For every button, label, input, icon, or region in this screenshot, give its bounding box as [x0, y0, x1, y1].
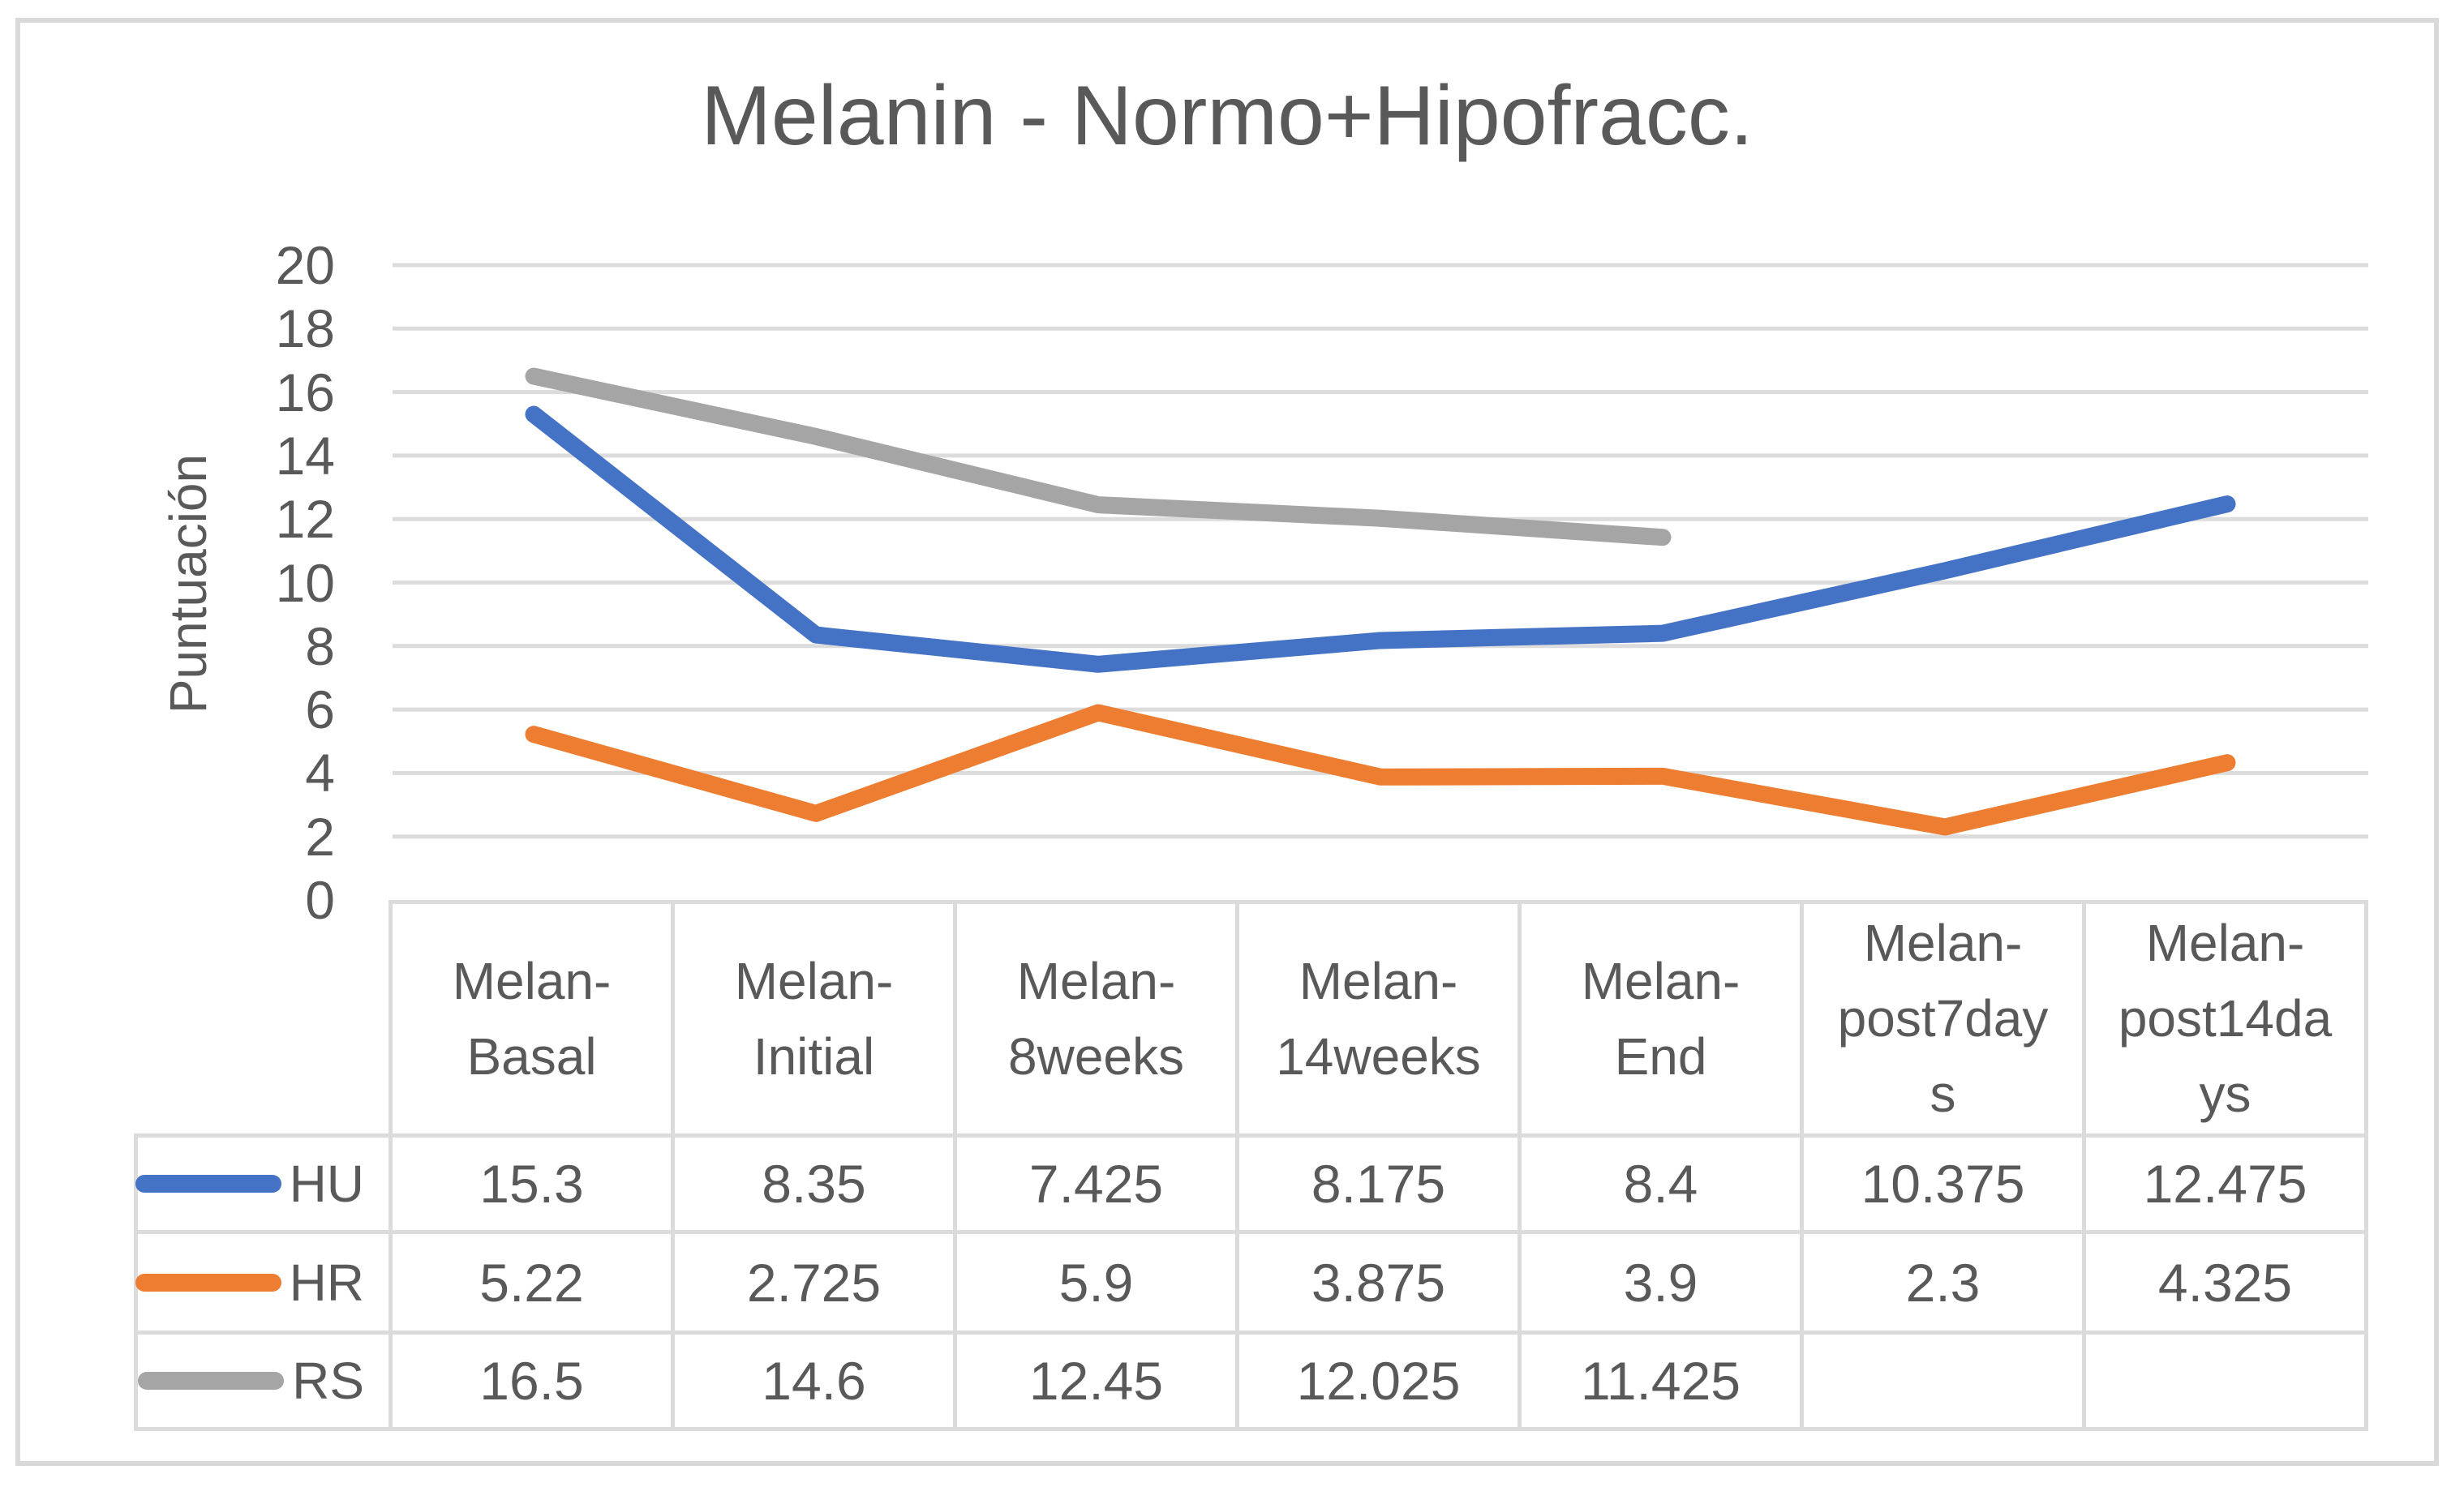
table-cell: 8.4 [1522, 1138, 1804, 1234]
y-tick-label: 12 [275, 489, 335, 550]
table-cell [2086, 1335, 2368, 1431]
table-header-cell: Melan- Basal [393, 900, 675, 1138]
table-header-cell: Melan- 14weeks [1239, 900, 1522, 1138]
legend-key-RS: RS [134, 1335, 393, 1431]
table-header-line: 8weeks [1008, 1026, 1184, 1086]
data-table: Melan- Basal Melan- Initial Melan- 8weeks Mela… [134, 900, 2368, 1431]
legend-label: HR [289, 1253, 364, 1312]
table-cell: 12.45 [957, 1335, 1239, 1431]
table-header-line: post14da [2118, 989, 2333, 1048]
legend-swatch-hu-icon [135, 1175, 281, 1193]
figure-border [15, 18, 2439, 1466]
table-header-line: ys [2199, 1064, 2252, 1123]
table-header-line: Melan- [734, 951, 894, 1010]
table-header-line: Melan- [1016, 951, 1176, 1010]
table-header-line: Melan- [452, 951, 612, 1010]
table-cell: 16.5 [393, 1335, 675, 1431]
table-header-line: 14weeks [1276, 1026, 1481, 1086]
chart-title: Melanin - Normo+Hipofracc. [701, 69, 1754, 163]
table-cell: 8.35 [675, 1138, 957, 1234]
table-corner-cell [134, 900, 393, 1138]
y-tick-label: 8 [305, 615, 335, 676]
table-cell: 12.475 [2086, 1138, 2368, 1234]
table-cell [1804, 1335, 2086, 1431]
table-header-line: s [1930, 1064, 1956, 1123]
table-header-line: post7day [1837, 989, 2049, 1048]
table-cell: 3.875 [1239, 1234, 1522, 1335]
table-header-cell: Melan- End [1522, 900, 1804, 1138]
legend-label: HU [289, 1155, 364, 1213]
y-tick-label: 0 [305, 870, 335, 930]
legend-swatch-hr-icon [135, 1273, 281, 1292]
table-header-line: Melan- [1863, 914, 2023, 973]
table-header-cell: Melan- Initial [675, 900, 957, 1138]
y-tick-label: 4 [305, 743, 335, 803]
y-tick-label: 20 [275, 235, 335, 295]
table-header-cell: Melan-post7day s [1804, 900, 2086, 1138]
legend-key-HU: HU [134, 1138, 393, 1234]
legend-label: RS [292, 1352, 364, 1410]
table-cell: 5.9 [957, 1234, 1239, 1335]
table-cell: 14.6 [675, 1335, 957, 1431]
table-cell: 5.22 [393, 1234, 675, 1335]
table-header-line: Melan- [1299, 951, 1458, 1010]
y-tick-label: 10 [275, 552, 335, 613]
table-cell: 8.175 [1239, 1138, 1522, 1234]
legend-swatch-rs-icon [138, 1372, 285, 1390]
table-cell: 7.425 [957, 1138, 1239, 1234]
y-tick-label: 18 [275, 298, 335, 359]
table-cell: 11.425 [1522, 1335, 1804, 1431]
table-header-cell: Melan- 8weeks [957, 900, 1239, 1138]
y-tick-label: 2 [305, 806, 335, 867]
y-tick-label: 16 [275, 362, 335, 422]
table-cell: 2.725 [675, 1234, 957, 1335]
table-cell: 15.3 [393, 1138, 675, 1234]
table-cell: 10.375 [1804, 1138, 2086, 1234]
table-header-cell: Melan-post14da ys [2086, 900, 2368, 1138]
table-header-line: Basal [466, 1026, 597, 1086]
legend-key-HR: HR [134, 1234, 393, 1335]
table-header-line: End [1614, 1026, 1707, 1086]
table-header-line: Initial [753, 1026, 875, 1086]
table-header-line: Melan- [1581, 951, 1741, 1010]
y-tick-label: 6 [305, 679, 335, 740]
table-cell: 12.025 [1239, 1335, 1522, 1431]
y-tick-label: 14 [275, 425, 335, 486]
table-cell: 2.3 [1804, 1234, 2086, 1335]
table-cell: 3.9 [1522, 1234, 1804, 1335]
table-cell: 4.325 [2086, 1234, 2368, 1335]
table-header-line: Melan- [2145, 914, 2305, 973]
